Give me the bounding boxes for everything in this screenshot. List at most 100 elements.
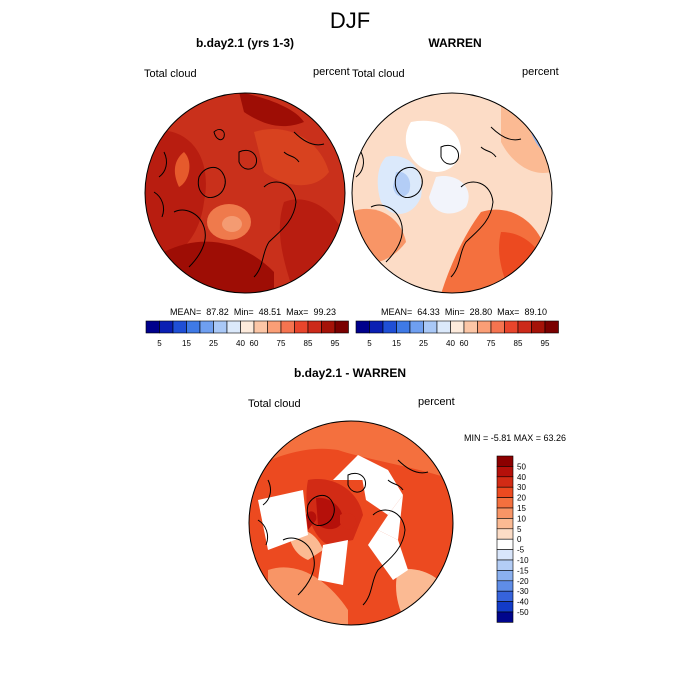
colorbar-cell bbox=[409, 320, 424, 334]
panel3-polar-map bbox=[248, 420, 454, 626]
panel1-title: b.day2.1 (yrs 1-3) bbox=[195, 36, 295, 50]
map-fill bbox=[501, 102, 551, 173]
panel1-units-label: percent bbox=[313, 66, 350, 78]
panel2-mean-value: 64.33 bbox=[417, 307, 440, 317]
colorbar-tick-label: -15 bbox=[517, 566, 529, 575]
colorbar-cell bbox=[172, 320, 187, 334]
colorbar-cell bbox=[294, 320, 309, 334]
colorbar-cell bbox=[490, 320, 505, 334]
colorbar-cell bbox=[496, 611, 514, 623]
colorbar-cell bbox=[496, 476, 514, 488]
panel1-max-value: 99.23 bbox=[313, 307, 336, 317]
colorbar-cell bbox=[477, 320, 492, 334]
colorbar-tick-label: -20 bbox=[517, 577, 529, 586]
colorbar-cell bbox=[369, 320, 384, 334]
colorbar-tick-label: 40 bbox=[446, 339, 455, 348]
map-fill bbox=[405, 120, 461, 172]
colorbar-cell bbox=[496, 549, 514, 561]
colorbar-tick-label: 10 bbox=[517, 514, 526, 523]
colorbar-cell bbox=[496, 528, 514, 540]
map-fill bbox=[239, 93, 304, 127]
colorbar-cell bbox=[504, 320, 519, 334]
map-fill bbox=[429, 176, 469, 214]
colorbar-cell bbox=[145, 320, 160, 334]
coastlines bbox=[257, 459, 429, 606]
panel1-min-value: 48.51 bbox=[258, 307, 282, 317]
colorbar-tick-label: 5 bbox=[157, 339, 162, 348]
map-boundary bbox=[248, 420, 454, 626]
colorbar-tick-label: -40 bbox=[517, 598, 529, 607]
map-fill bbox=[174, 152, 190, 187]
colorbar-tick-label: 15 bbox=[182, 339, 191, 348]
colorbar-tick-label: 60 bbox=[460, 339, 469, 348]
colorbar-tick-label: 95 bbox=[331, 339, 340, 348]
colorbar-tick-label: 50 bbox=[517, 462, 526, 471]
map-fill bbox=[222, 216, 242, 232]
figure-title: DJF bbox=[329, 8, 371, 33]
colorbar-cell bbox=[436, 320, 451, 334]
colorbar-tick-label: 75 bbox=[487, 339, 496, 348]
colorbar-tick-label: 30 bbox=[517, 483, 526, 492]
panel2-units-label: percent bbox=[522, 66, 559, 78]
colorbar-cell bbox=[496, 580, 514, 592]
map-boundary bbox=[351, 92, 553, 294]
colorbar-tick-label: 85 bbox=[514, 339, 523, 348]
panel3-units-label: percent bbox=[418, 396, 455, 408]
colorbar-tick-label: 95 bbox=[541, 339, 550, 348]
colorbar-tick-label: 60 bbox=[250, 339, 259, 348]
colorbar-cell bbox=[496, 497, 514, 509]
panel2-polar-map bbox=[351, 92, 553, 294]
panel1-stats: MEAN= 87.82 Min= 48.51 Max= 99.23 bbox=[170, 307, 336, 317]
panel1-variable-label: Total cloud bbox=[144, 68, 197, 80]
panel1-colorbar: 5 15 25 40 60 75 85 95 bbox=[145, 320, 349, 348]
panel3-stats: MIN = -5.81 MAX = 63.26 bbox=[464, 433, 567, 443]
panel2-title: WARREN bbox=[428, 36, 482, 50]
map-fill bbox=[368, 530, 408, 580]
coastlines bbox=[153, 129, 325, 278]
colorbar-cell bbox=[496, 559, 514, 571]
map-fill bbox=[358, 455, 403, 515]
colorbar-tick-label: 0 bbox=[517, 535, 522, 544]
colorbar-cell bbox=[496, 486, 514, 498]
panel2-colorbar: 5 15 25 40 60 75 85 95 bbox=[355, 320, 559, 348]
colorbar-cell bbox=[199, 320, 214, 334]
coastlines bbox=[355, 126, 522, 278]
colorbar-cell bbox=[496, 507, 514, 519]
panel2-min-value: 28.80 bbox=[469, 307, 493, 317]
colorbar-tick-label: 25 bbox=[419, 339, 428, 348]
colorbar-cell bbox=[496, 590, 514, 602]
colorbar-cell bbox=[334, 320, 349, 334]
colorbar-cell bbox=[186, 320, 201, 334]
colorbar-tick-label: 15 bbox=[392, 339, 401, 348]
map-fill bbox=[340, 513, 357, 530]
colorbar-tick-label: 40 bbox=[517, 473, 526, 482]
panel2-stats: MEAN= 64.33 Min= 28.80 Max= 89.10 bbox=[381, 307, 547, 317]
colorbar-cell bbox=[321, 320, 336, 334]
colorbar-tick-label: 85 bbox=[304, 339, 313, 348]
colorbar-cell bbox=[496, 538, 514, 550]
map-fill bbox=[378, 495, 403, 540]
colorbar-cell bbox=[159, 320, 174, 334]
colorbar-cell bbox=[307, 320, 322, 334]
colorbar-tick-label: 75 bbox=[277, 339, 286, 348]
colorbar-tick-label: 15 bbox=[517, 504, 526, 513]
colorbar-tick-label: -10 bbox=[517, 556, 529, 565]
colorbar-cell bbox=[253, 320, 268, 334]
colorbar-cell bbox=[544, 320, 559, 334]
map-fill bbox=[258, 490, 308, 550]
map-fill bbox=[316, 497, 343, 530]
panel3-title: b.day2.1 - WARREN bbox=[293, 366, 407, 380]
colorbar-cell bbox=[280, 320, 295, 334]
colorbar-cell bbox=[517, 320, 532, 334]
panel1-mean-value: 87.82 bbox=[206, 307, 229, 317]
colorbar-cell bbox=[531, 320, 546, 334]
colorbar-cell bbox=[496, 455, 514, 467]
panel2-variable-label: Total cloud bbox=[352, 68, 405, 80]
colorbar-cell bbox=[382, 320, 397, 334]
colorbar-cell bbox=[355, 320, 370, 334]
colorbar-cell bbox=[496, 518, 514, 530]
colorbar-tick-label: -50 bbox=[517, 608, 529, 617]
map-fill bbox=[396, 569, 453, 625]
colorbar-tick-label: 25 bbox=[209, 339, 218, 348]
